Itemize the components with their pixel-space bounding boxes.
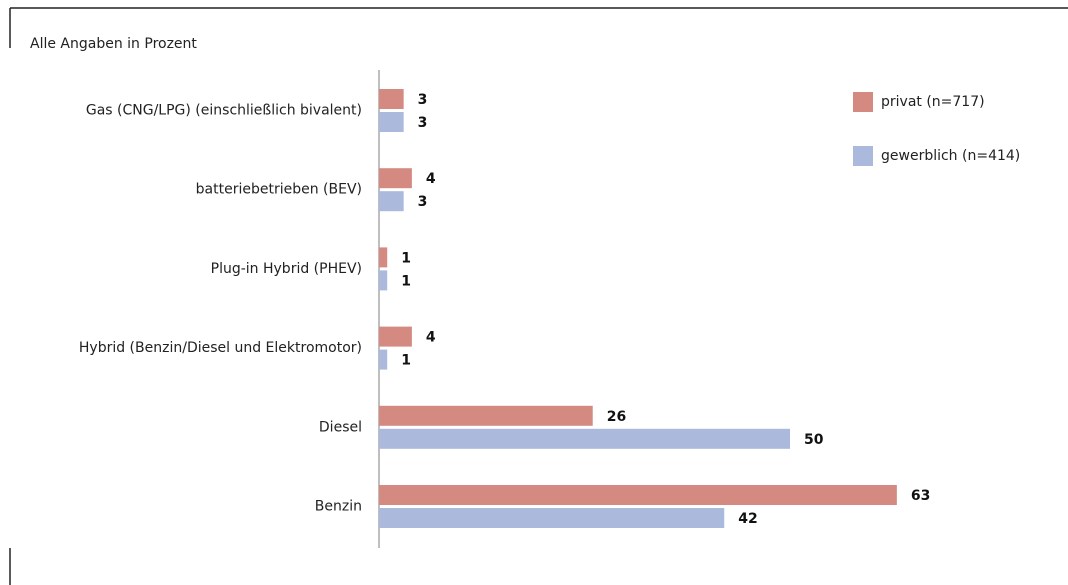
bar xyxy=(379,89,404,109)
value-label: 3 xyxy=(418,194,428,210)
value-label: 26 xyxy=(607,409,626,425)
legend-label: privat (n=717) xyxy=(881,94,985,110)
bar xyxy=(379,326,412,347)
value-label: 1 xyxy=(401,353,411,369)
value-label: 50 xyxy=(804,432,824,448)
bar xyxy=(379,508,725,528)
value-label: 3 xyxy=(418,115,428,131)
value-label: 63 xyxy=(911,488,930,504)
value-label: 1 xyxy=(401,273,411,289)
bar xyxy=(379,270,388,291)
legend-label: gewerblich (n=414) xyxy=(881,148,1020,164)
bar xyxy=(379,405,593,426)
bar xyxy=(379,485,897,505)
value-label: 4 xyxy=(426,171,436,187)
bar xyxy=(379,349,388,370)
category-label: Plug-in Hybrid (PHEV) xyxy=(211,261,362,277)
bar xyxy=(379,112,404,132)
category-label: batteriebetrieben (BEV) xyxy=(196,182,362,198)
bar xyxy=(379,428,790,449)
legend-swatch xyxy=(853,92,873,112)
category-label: Gas (CNG/LPG) (einschließlich bivalent) xyxy=(86,103,362,119)
value-label: 4 xyxy=(426,330,436,346)
value-label: 42 xyxy=(738,511,757,527)
category-label: Hybrid (Benzin/Diesel und Elektromotor) xyxy=(79,340,362,356)
value-label: 3 xyxy=(418,92,428,108)
bar xyxy=(379,247,388,268)
legend-swatch xyxy=(853,146,873,166)
value-label: 1 xyxy=(401,250,411,266)
category-label: Benzin xyxy=(315,499,362,515)
subtitle: Alle Angaben in Prozent xyxy=(30,36,197,52)
bar xyxy=(379,168,412,189)
category-label: Diesel xyxy=(319,419,362,435)
bar xyxy=(379,191,404,212)
